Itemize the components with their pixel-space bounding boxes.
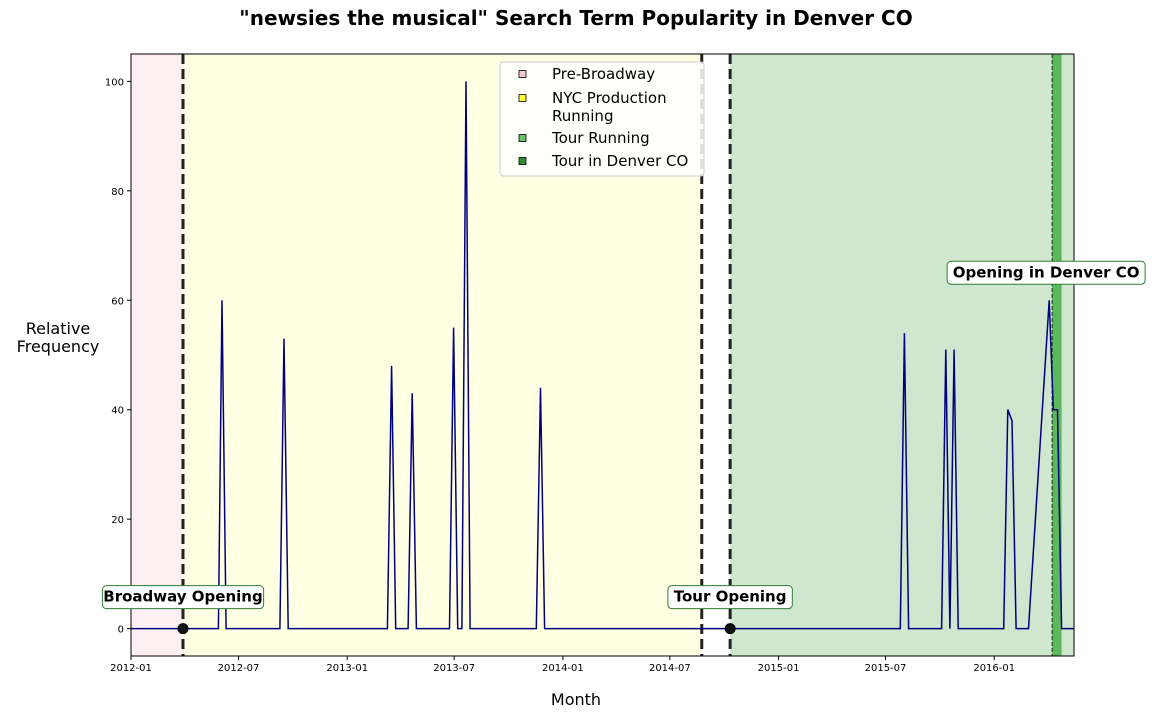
x-axis-label: Month — [550, 690, 602, 709]
plot-frame — [130, 53, 1075, 657]
x-tick-label-0: 2012-01 — [110, 663, 152, 674]
legend-label-0: Pre-Broadway — [552, 65, 655, 83]
x-tick-label-3: 2013-07 — [433, 663, 475, 674]
legend-swatch-0 — [518, 70, 527, 78]
annotation-text-2: Opening in Denver CO — [953, 263, 1140, 281]
region-0 — [131, 54, 183, 656]
y-tick-label-0: 0 — [118, 625, 124, 636]
y-tick-label-4: 80 — [111, 187, 124, 198]
series-line-0 — [131, 81, 1074, 630]
chart-title: "newsies the musical" Search Term Popula… — [239, 6, 913, 30]
annotation-2: Opening in Denver CO — [946, 260, 1146, 285]
legend-box — [499, 61, 705, 177]
region-2 — [730, 54, 1074, 656]
y-tick-label-2: 40 — [111, 406, 124, 417]
legend-label-1: NYC Production Running — [552, 89, 667, 125]
x-tick-label-5: 2014-07 — [649, 663, 691, 674]
annotation-0: Broadway Opening — [101, 585, 265, 610]
annotation-text-1: Tour Opening — [674, 588, 787, 606]
x-tick-label-7: 2015-07 — [865, 663, 907, 674]
y-tick-label-5: 100 — [105, 77, 124, 88]
region-3 — [1052, 54, 1062, 656]
annotation-marker-1 — [724, 623, 736, 635]
x-tick-label-1: 2012-07 — [218, 663, 260, 674]
x-tick-label-8: 2016-01 — [973, 663, 1015, 674]
legend-label-3: Tour in Denver CO — [551, 152, 688, 170]
annotation-box-0 — [101, 585, 265, 610]
x-tick-label-4: 2014-01 — [542, 663, 584, 674]
legend-label-2: Tour Running — [551, 129, 650, 147]
x-tick-label-2: 2013-01 — [326, 663, 368, 674]
annotation-box-2 — [946, 260, 1146, 285]
annotation-box-1 — [667, 585, 793, 610]
annotation-marker-0 — [177, 623, 189, 635]
x-tick-label-6: 2015-01 — [758, 663, 800, 674]
legend-swatch-2 — [518, 134, 527, 142]
legend-swatch-1 — [518, 94, 527, 102]
y-tick-label-1: 20 — [111, 515, 124, 526]
annotation-text-0: Broadway Opening — [103, 588, 262, 606]
annotation-1: Tour Opening — [667, 585, 793, 610]
y-tick-label-3: 60 — [111, 296, 124, 307]
y-axis-label: Relative Frequency — [16, 319, 100, 356]
legend-swatch-3 — [518, 157, 527, 165]
